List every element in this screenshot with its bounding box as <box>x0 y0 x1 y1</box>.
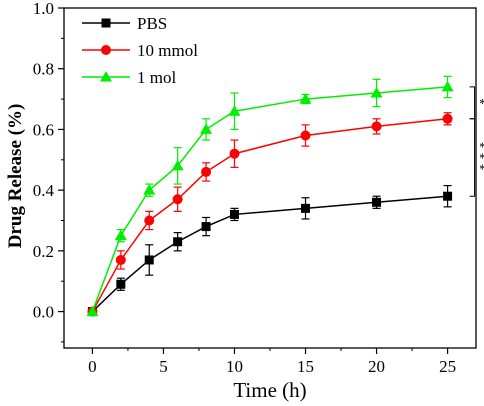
legend-label: PBS <box>137 14 167 33</box>
data-point <box>114 229 127 241</box>
plot-area: 0 5 10 15 20 25 0.0 0.2 0.4 0.6 0.8 1.0 <box>33 0 477 376</box>
data-point <box>173 237 183 247</box>
data-point <box>443 191 453 201</box>
significance-bracket: *** <box>469 118 484 197</box>
y-axis-title: Drug Release (%) <box>5 104 26 249</box>
legend-item-1-mol: 1 mol <box>82 68 176 87</box>
legend-label: 1 mol <box>137 68 176 87</box>
data-point <box>229 209 239 219</box>
significance-star: * <box>479 152 484 167</box>
significance-star: * <box>479 141 484 156</box>
x-axis-title: Time (h) <box>233 378 306 402</box>
y-tick-label: 0.2 <box>33 242 54 261</box>
data-point <box>86 305 99 317</box>
series-line-pbs <box>91 195 448 313</box>
legend-item-pbs: PBS <box>82 14 167 33</box>
data-point <box>301 203 311 213</box>
series-line-1-mol <box>91 86 448 312</box>
y-tick-label: 0.4 <box>33 181 55 200</box>
legend-marker <box>101 18 111 28</box>
bracket-line <box>469 86 476 120</box>
series-10-mmol <box>87 112 453 317</box>
data-point <box>299 93 312 104</box>
series-line-10-mmol <box>91 118 448 312</box>
significance-star: * <box>479 163 484 178</box>
series-layer <box>86 75 454 317</box>
legend: PBS 10 mmol 1 mol <box>82 14 198 87</box>
data-point <box>115 254 126 265</box>
data-point <box>143 184 156 195</box>
data-point <box>200 123 213 134</box>
legend-marker <box>101 45 111 55</box>
data-point <box>300 130 311 141</box>
x-tick-label: 10 <box>226 357 243 376</box>
y-tick-label: 0.0 <box>33 303 54 322</box>
legend-item-10-mmol: 10 mmol <box>82 41 198 60</box>
series-pbs <box>87 184 453 317</box>
legend-marker <box>100 71 112 82</box>
bracket-line <box>469 118 476 197</box>
y-tick-label: 0.8 <box>33 60 54 79</box>
data-point <box>144 215 155 226</box>
data-point <box>201 166 212 177</box>
y-tick-label: 1.0 <box>33 0 54 18</box>
data-point <box>372 197 382 207</box>
significance-annotations: **** <box>469 86 484 197</box>
x-tick-label: 15 <box>297 357 314 376</box>
data-point <box>171 159 184 171</box>
x-tick-label: 25 <box>439 357 456 376</box>
y-tick-label: 0.6 <box>33 120 54 139</box>
data-point <box>442 113 453 124</box>
plot-frame <box>63 7 477 349</box>
data-point <box>370 87 383 98</box>
data-point <box>371 121 382 132</box>
data-point <box>172 194 183 205</box>
legend-label: 10 mmol <box>137 41 198 60</box>
data-point <box>228 105 241 116</box>
series-1-mol <box>86 75 454 317</box>
x-tick-label: 20 <box>368 357 385 376</box>
significance-bracket: * <box>469 86 484 120</box>
data-point <box>229 148 240 159</box>
data-point <box>116 279 126 289</box>
data-point <box>144 255 154 265</box>
x-tick-label: 0 <box>88 357 97 376</box>
significance-star: * <box>479 97 484 112</box>
x-tick-label: 5 <box>159 357 168 376</box>
data-point <box>201 222 211 232</box>
data-point <box>441 80 454 92</box>
